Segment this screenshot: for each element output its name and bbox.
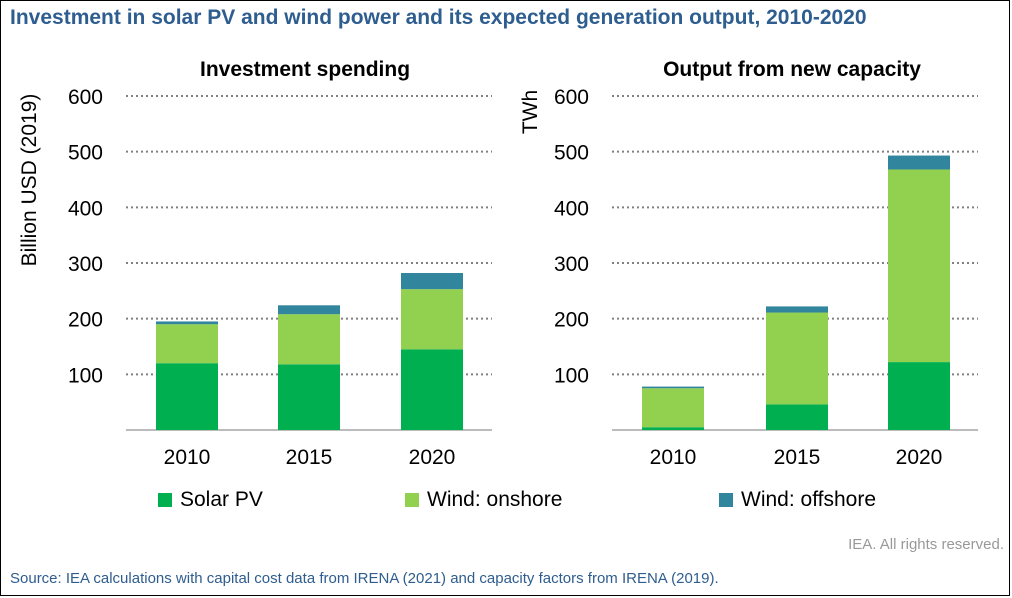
legend-swatch-solar xyxy=(158,493,172,507)
bar-solar-2010 xyxy=(642,427,704,430)
chart-title: Output from new capacity xyxy=(663,58,921,81)
bar-offshore-2015 xyxy=(766,306,828,313)
x-tick-label: 2020 xyxy=(896,446,943,469)
legend-label-solar: Solar PV xyxy=(180,488,263,511)
legend-swatch-onshore xyxy=(405,493,419,507)
bar-offshore-2020 xyxy=(401,273,463,290)
y-tick-label: 100 xyxy=(554,364,589,387)
legend-item-solar: Solar PV xyxy=(158,488,263,512)
bar-solar-2015 xyxy=(766,404,828,430)
output-chart: Output from new capacity TWh 100 200 300 400 5… xyxy=(519,58,978,469)
y-tick-label: 200 xyxy=(68,309,103,332)
bar-offshore-2015 xyxy=(278,305,340,315)
legend-label-onshore: Wind: onshore xyxy=(427,488,563,511)
y-axis-label: TWh xyxy=(519,90,542,134)
y-tick-label: 200 xyxy=(554,309,589,332)
copyright-note: IEA. All rights reserved. xyxy=(848,536,1004,553)
y-tick-label: 600 xyxy=(554,86,589,109)
y-tick-label: 500 xyxy=(554,142,589,165)
y-tick-label: 400 xyxy=(554,197,589,220)
y-tick-label: 100 xyxy=(68,364,103,387)
bar-solar-2020 xyxy=(401,349,463,430)
y-tick-label: 600 xyxy=(68,86,103,109)
legend-swatch-offshore xyxy=(719,493,733,507)
bar-solar-2010 xyxy=(156,363,218,430)
bar-onshore-2010 xyxy=(642,388,704,428)
chart-title: Investment spending xyxy=(200,58,410,81)
x-tick-label: 2015 xyxy=(286,446,333,469)
bar-solar-2020 xyxy=(888,362,950,430)
legend: Solar PV Wind: onshore Wind: offshore xyxy=(0,488,1012,516)
legend-item-offshore: Wind: offshore xyxy=(719,488,876,512)
investment-chart: Investment spending Billion USD (2019) 100… xyxy=(18,58,492,469)
bar-onshore-2015 xyxy=(766,312,828,405)
x-tick-label: 2015 xyxy=(774,446,821,469)
figure-title: Investment in solar PV and wind power an… xyxy=(10,6,867,29)
bar-onshore-2020 xyxy=(401,289,463,350)
bar-offshore-2020 xyxy=(888,155,950,170)
bar-offshore-2010 xyxy=(642,386,704,389)
source-note: Source: IEA calculations with capital co… xyxy=(10,570,719,587)
x-tick-label: 2020 xyxy=(409,446,456,469)
bar-onshore-2010 xyxy=(156,324,218,364)
y-tick-label: 400 xyxy=(68,197,103,220)
y-tick-label: 500 xyxy=(68,142,103,165)
legend-label-offshore: Wind: offshore xyxy=(741,488,877,511)
bar-onshore-2020 xyxy=(888,169,950,363)
bar-solar-2015 xyxy=(278,364,340,430)
x-tick-label: 2010 xyxy=(164,446,211,469)
y-tick-label: 300 xyxy=(554,253,589,276)
bar-offshore-2010 xyxy=(156,321,218,325)
y-tick-label: 300 xyxy=(68,253,103,276)
legend-item-onshore: Wind: onshore xyxy=(405,488,562,512)
bar-onshore-2015 xyxy=(278,314,340,365)
x-tick-label: 2010 xyxy=(650,446,697,469)
y-axis-label: Billion USD (2019) xyxy=(18,94,41,267)
